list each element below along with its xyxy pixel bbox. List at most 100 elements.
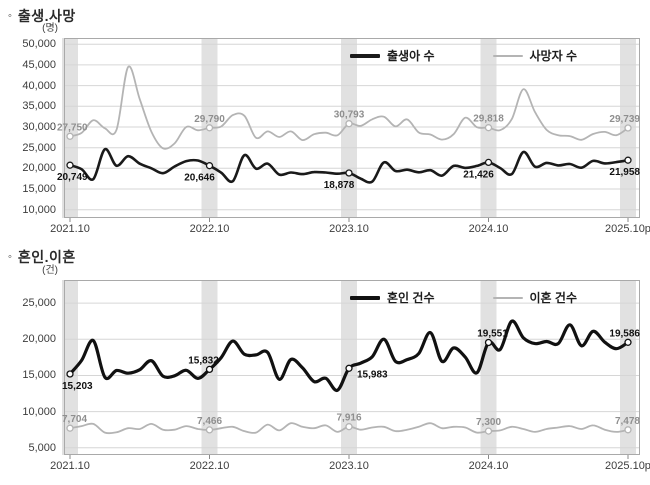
x-highlight-band <box>62 38 78 218</box>
births-data-label: 20,749 <box>57 172 88 183</box>
x-axis-tick-label: 2023.10 <box>329 460 369 472</box>
divorces-data-label: 7,478 <box>615 416 640 427</box>
legend-label: 이혼 건수 <box>529 291 578 305</box>
deaths-line <box>69 65 629 150</box>
divorces-data-label: 7,300 <box>476 417 501 428</box>
x-highlight-band <box>341 38 357 218</box>
birth-death-legend: 출생아 수 사망자 수 <box>350 47 577 64</box>
divorces-data-label: 7,466 <box>197 416 222 427</box>
x-axis-tick-label: 2021.10 <box>50 460 90 472</box>
deaths-data-label: 29,790 <box>194 114 225 125</box>
legend-label: 사망자 수 <box>529 49 578 63</box>
divorces-line <box>69 422 629 435</box>
deaths-marker <box>345 120 353 128</box>
marriages-data-label: 19,551 <box>477 329 508 340</box>
plot-border <box>64 280 640 455</box>
deaths-marker <box>66 132 74 140</box>
deaths-marker <box>484 124 493 132</box>
y-axis-label: 35,000 <box>22 100 56 113</box>
legend-item-marriages: 혼인 건수 <box>350 289 435 306</box>
marriage-divorce-legend: 혼인 건수 이혼 건수 <box>350 289 577 306</box>
section-title-marriage-divorce: ◦ 혼인.이혼 <box>8 247 76 267</box>
x-highlight-band <box>62 280 78 455</box>
x-highlight-band <box>480 38 497 218</box>
legend-label: 혼인 건수 <box>387 291 435 305</box>
marriages-line <box>68 319 630 392</box>
deaths-marker <box>624 124 632 132</box>
y-axis-label: 20,000 <box>22 162 56 175</box>
section-title-text: 출생.사망 <box>17 8 76 24</box>
marriages-data-label: 15,203 <box>62 381 93 392</box>
divorces-marker <box>624 426 632 434</box>
marriages-data-label: 19,586 <box>609 328 640 339</box>
births-data-label: 21,426 <box>463 169 494 180</box>
births-data-label: 20,646 <box>184 173 215 184</box>
divorces-marker <box>345 423 353 431</box>
title-bullet: ◦ <box>8 250 12 263</box>
plot-border <box>64 38 640 218</box>
x-axis-tick-label: 2024.10 <box>468 460 509 472</box>
y-axis-label: 45,000 <box>22 58 56 71</box>
divorces-marker <box>205 426 214 434</box>
marriages-legend-line-sample <box>350 295 380 300</box>
y-axis-label: 10,000 <box>22 203 56 216</box>
y-axis-label: 10,000 <box>22 405 56 418</box>
divorces-marker <box>484 427 493 435</box>
legend-label: 출생아 수 <box>387 49 435 63</box>
y-axis-label: 30,000 <box>22 120 56 133</box>
x-highlight-band <box>620 280 636 455</box>
divorces-data-label: 7,704 <box>62 414 87 425</box>
x-highlight-band <box>341 280 357 455</box>
deaths-data-label: 29,818 <box>473 114 504 125</box>
marriages-marker <box>205 365 214 374</box>
marriages-marker <box>624 338 632 346</box>
marriages-marker <box>345 364 353 372</box>
divorces-marker <box>66 424 74 432</box>
section-title-birth-death: ◦ 출생.사망 <box>8 6 76 26</box>
x-axis-tick-label: 2022.10 <box>189 460 230 472</box>
x-axis-tick-label: 2024.10 <box>468 223 509 235</box>
title-bullet: ◦ <box>8 9 12 22</box>
marriages-marker <box>66 370 74 378</box>
marriages-data-label: 15,832 <box>188 355 219 366</box>
x-highlight-band <box>480 280 497 455</box>
y-axis-label: 15,000 <box>22 369 56 382</box>
births-marker <box>345 169 353 177</box>
births-line <box>68 147 630 184</box>
y-axis-label: 15,000 <box>22 183 56 196</box>
y-axis-label: 25,000 <box>22 141 56 154</box>
x-axis-tick-label: 2025.10p <box>605 460 650 472</box>
x-axis-tick-label: 2023.10 <box>329 223 369 235</box>
births-legend-line-sample <box>350 53 380 58</box>
marriages-data-label: 15,983 <box>357 369 388 380</box>
legend-item-births: 출생아 수 <box>350 47 435 64</box>
births-data-label: 21,958 <box>609 167 640 178</box>
y-axis-label: 50,000 <box>22 38 56 51</box>
x-axis-tick-label: 2021.10 <box>50 223 90 235</box>
births-data-label: 18,878 <box>324 180 355 191</box>
x-highlight-band <box>201 38 218 218</box>
y-axis-label: 40,000 <box>22 79 56 92</box>
births-marker <box>484 158 493 167</box>
legend-item-deaths: 사망자 수 <box>492 47 578 64</box>
births-marker <box>66 161 74 169</box>
births-marker <box>205 162 214 170</box>
deaths-marker <box>205 124 214 132</box>
deaths-legend-line-sample <box>492 54 523 57</box>
section-title-text: 혼인.이혼 <box>17 249 76 265</box>
y-axis-label: 5,000 <box>28 441 56 454</box>
births-marker <box>624 156 632 164</box>
x-axis-tick-label: 2025.10p <box>605 223 650 235</box>
divorces-legend-line-sample <box>492 296 523 299</box>
divorces-data-label: 7,916 <box>336 413 361 424</box>
deaths-data-label: 29,739 <box>609 114 640 125</box>
deaths-data-label: 30,793 <box>334 110 365 121</box>
x-axis-tick-label: 2022.10 <box>189 223 230 235</box>
marriages-marker <box>484 338 493 347</box>
y-axis-label: 20,000 <box>22 333 56 346</box>
marriage-divorce-plot-area: 15,203 15,832 15,983 19,551 19,586 7,704 7,466… <box>62 280 640 459</box>
birth-death-plot-area: 20,749 20,646 18,878 21,426 21,958 27,750 29,7… <box>57 38 640 222</box>
y-axis-label: 25,000 <box>22 297 56 310</box>
